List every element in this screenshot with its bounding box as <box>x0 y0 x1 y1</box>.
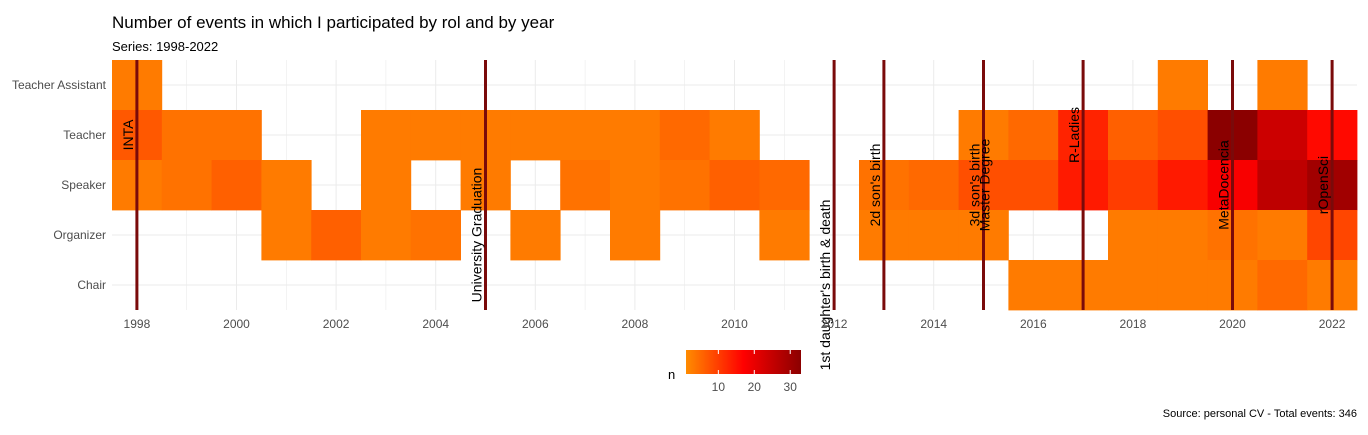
heatmap-cell <box>759 210 810 261</box>
heatmap-cell <box>1257 160 1308 211</box>
heatmap-cell <box>1257 110 1308 161</box>
heatmap-cell <box>311 210 362 261</box>
heatmap-cells <box>112 60 1358 311</box>
x-tick-label: 2002 <box>323 317 350 331</box>
heatmap-cell <box>510 210 561 261</box>
heatmap-cell <box>709 110 760 161</box>
heatmap-cell <box>261 210 312 261</box>
event-annotation: rOpenSci <box>1315 156 1331 214</box>
heatmap-cell <box>1008 110 1059 161</box>
heatmap-cell <box>759 160 810 211</box>
legend-tick-label: 10 <box>712 380 726 394</box>
x-tick-label: 2020 <box>1219 317 1246 331</box>
legend-colorbar <box>686 350 801 374</box>
y-tick-label: Teacher Assistant <box>12 78 107 92</box>
y-tick-label: Chair <box>77 278 106 292</box>
event-annotation: University Graduation <box>469 168 485 303</box>
heatmap-cell <box>1108 160 1159 211</box>
chart-caption: Source: personal CV - Total events: 346 <box>1163 408 1357 420</box>
heatmap-cell <box>1257 210 1308 261</box>
heatmap-cell <box>1008 260 1059 311</box>
x-axis: 1998 2000 2002 2004 2006 2008 2010 2012 2014 2016… <box>124 317 1346 331</box>
x-tick-label: 2010 <box>721 317 748 331</box>
heatmap-cell <box>361 210 412 261</box>
heatmap-cell <box>410 210 461 261</box>
event-annotation: Master Degree <box>976 138 992 231</box>
legend-title: n <box>668 367 675 382</box>
heatmap-cell <box>1157 60 1208 111</box>
x-tick-label: 2006 <box>522 317 549 331</box>
heatmap-cell <box>361 160 412 211</box>
chart-subtitle: Series: 1998-2022 <box>112 39 218 54</box>
heatmap-cell <box>161 160 212 211</box>
y-tick-label: Organizer <box>53 228 106 242</box>
heatmap-cell <box>211 110 262 161</box>
heatmap-cell <box>410 110 461 161</box>
heatmap-cell <box>908 210 959 261</box>
x-tick-label: 2014 <box>920 317 947 331</box>
x-tick-label: 2018 <box>1120 317 1147 331</box>
event-annotation: 1st daughter's birth & death <box>817 200 833 371</box>
heatmap-cell <box>1108 110 1159 161</box>
heatmap-cell <box>1257 260 1308 311</box>
event-annotation: 3d son's birth <box>967 144 983 227</box>
heatmap-cell <box>560 110 611 161</box>
event-annotation: 2d son's birth <box>867 144 883 227</box>
heatmap-cell <box>560 160 611 211</box>
y-tick-label: Speaker <box>61 178 106 192</box>
heatmap-cell <box>709 160 760 211</box>
heatmap-cell <box>908 160 959 211</box>
event-annotation: INTA <box>120 119 136 151</box>
y-tick-label: Teacher <box>63 128 106 142</box>
heatmap-cell <box>1108 210 1159 261</box>
heatmap-cell <box>1008 160 1059 211</box>
event-annotations: INTA University Graduation 1st daughter's … <box>120 107 1331 370</box>
heatmap-cell <box>510 110 561 161</box>
x-tick-label: 1998 <box>124 317 151 331</box>
x-tick-label: 2022 <box>1319 317 1346 331</box>
x-tick-label: 2000 <box>223 317 250 331</box>
heatmap-cell <box>261 160 312 211</box>
event-annotation: R-Ladies <box>1066 107 1082 163</box>
x-tick-label: 2012 <box>821 317 848 331</box>
heatmap-cell <box>361 110 412 161</box>
event-annotation: MetaDocencia <box>1216 140 1232 230</box>
chart-title: Number of events in which I participated… <box>112 13 555 32</box>
heatmap-cell <box>1108 260 1159 311</box>
heatmap-cell <box>1257 60 1308 111</box>
heatmap-cell <box>211 160 262 211</box>
heatmap-cell <box>610 160 661 211</box>
legend-tick-label: 30 <box>784 380 798 394</box>
heatmap-cell <box>1157 110 1208 161</box>
heatmap-cell <box>1157 260 1208 311</box>
heatmap-cell <box>610 210 661 261</box>
y-axis: Teacher Assistant Teacher Speaker Organizer… <box>12 78 107 292</box>
heatmap-cell <box>1157 210 1208 261</box>
heatmap-cell <box>161 110 212 161</box>
heatmap-cell <box>659 110 710 161</box>
color-legend: n 10 20 30 <box>668 350 801 394</box>
x-tick-label: 2016 <box>1020 317 1047 331</box>
legend-tick-label: 20 <box>748 380 762 394</box>
event-lines <box>135 60 1334 310</box>
x-tick-label: 2004 <box>422 317 449 331</box>
heatmap-cell <box>659 160 710 211</box>
heatmap-cell <box>610 110 661 161</box>
x-tick-label: 2008 <box>622 317 649 331</box>
heatmap-cell <box>1157 160 1208 211</box>
